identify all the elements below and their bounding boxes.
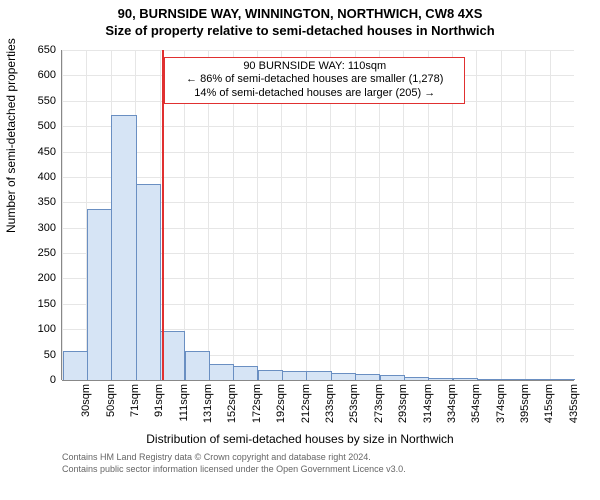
histogram-bar (209, 364, 234, 380)
x-tick-label: 253sqm (348, 384, 360, 430)
footer-licence: Contains public sector information licen… (62, 464, 406, 492)
gridline-v (501, 50, 502, 380)
histogram-bar (282, 371, 307, 380)
y-tick-label: 50 (16, 349, 56, 361)
y-tick-label: 650 (16, 44, 56, 56)
gridline-v (476, 50, 477, 380)
chart-title-line2: Size of property relative to semi-detach… (0, 23, 600, 39)
x-tick-label: 314sqm (422, 384, 434, 430)
y-tick-label: 250 (16, 247, 56, 259)
histogram-bar (160, 331, 185, 380)
reference-annotation: 90 BURNSIDE WAY: 110sqm ← 86% of semi-de… (164, 57, 465, 104)
y-tick-label: 100 (16, 323, 56, 335)
gridline-h (62, 152, 574, 153)
x-tick-label: 152sqm (226, 384, 238, 430)
x-tick-label: 395sqm (519, 384, 531, 430)
histogram-bar (185, 351, 210, 380)
gridline-v (62, 50, 63, 380)
gridline-v (525, 50, 526, 380)
x-tick-label: 273sqm (373, 384, 385, 430)
x-tick-label: 30sqm (80, 384, 92, 430)
x-tick-label: 354sqm (470, 384, 482, 430)
histogram-bar (63, 351, 88, 380)
annotation-line2: ← 86% of semi-detached houses are smalle… (171, 73, 458, 87)
y-tick-label: 550 (16, 95, 56, 107)
x-tick-label: 233sqm (324, 384, 336, 430)
chart-title-line1: 90, BURNSIDE WAY, WINNINGTON, NORTHWICH,… (0, 6, 600, 22)
x-tick-label: 111sqm (178, 384, 190, 430)
x-tick-label: 374sqm (495, 384, 507, 430)
gridline-v (550, 50, 551, 380)
x-tick-label: 91sqm (153, 384, 165, 430)
y-tick-label: 500 (16, 120, 56, 132)
annotation-line3: 14% of semi-detached houses are larger (… (171, 87, 458, 101)
y-tick-label: 150 (16, 298, 56, 310)
histogram-bar (111, 115, 136, 380)
x-tick-label: 415sqm (543, 384, 555, 430)
gridline-h (62, 126, 574, 127)
gridline-h (62, 50, 574, 51)
histogram-bar (87, 209, 112, 380)
x-tick-label: 435sqm (568, 384, 580, 430)
x-tick-label: 172sqm (251, 384, 263, 430)
y-tick-label: 600 (16, 69, 56, 81)
x-tick-label: 293sqm (397, 384, 409, 430)
y-tick-label: 200 (16, 272, 56, 284)
x-tick-label: 334sqm (446, 384, 458, 430)
x-tick-label: 50sqm (105, 384, 117, 430)
y-tick-label: 450 (16, 146, 56, 158)
y-tick-label: 350 (16, 196, 56, 208)
y-tick-label: 400 (16, 171, 56, 183)
annotation-line1: 90 BURNSIDE WAY: 110sqm (171, 60, 458, 74)
x-tick-label: 131sqm (202, 384, 214, 430)
x-tick-label: 192sqm (275, 384, 287, 430)
plot-area: 90 BURNSIDE WAY: 110sqm ← 86% of semi-de… (62, 50, 574, 380)
y-axis-line (61, 50, 62, 380)
histogram-bar (331, 373, 356, 380)
histogram-bar (136, 184, 161, 380)
histogram-bar (233, 366, 258, 380)
y-tick-label: 0 (16, 374, 56, 386)
x-axis-line (62, 380, 574, 381)
x-tick-label: 212sqm (300, 384, 312, 430)
histogram-bar (258, 370, 283, 380)
y-tick-label: 300 (16, 222, 56, 234)
chart-container: 90, BURNSIDE WAY, WINNINGTON, NORTHWICH,… (0, 0, 600, 500)
x-axis-label: Distribution of semi-detached houses by … (0, 432, 600, 446)
histogram-bar (306, 371, 331, 380)
x-tick-label: 71sqm (129, 384, 141, 430)
gridline-h (62, 177, 574, 178)
